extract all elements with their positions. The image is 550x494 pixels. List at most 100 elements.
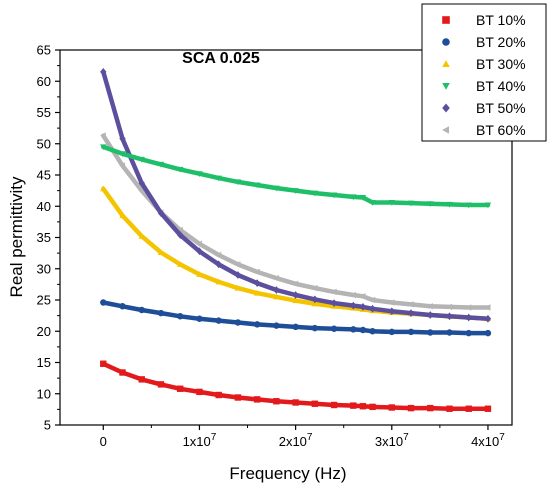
series-bt-20 xyxy=(100,299,492,337)
legend-marker-bt-30 xyxy=(442,60,450,68)
data-point-bt-50 xyxy=(427,311,434,319)
chart-title: SCA 0.025 xyxy=(182,50,260,67)
data-point-bt-40 xyxy=(157,161,165,168)
data-point-bt-30 xyxy=(196,271,203,277)
data-point-bt-20 xyxy=(388,328,395,336)
data-point-bt-10 xyxy=(196,388,203,396)
data-point-bt-30 xyxy=(234,284,242,291)
data-point-bt-50 xyxy=(119,134,126,143)
data-point-bt-60 xyxy=(292,280,299,287)
data-point-bt-10 xyxy=(100,360,107,367)
data-point-bt-20 xyxy=(465,329,472,337)
data-point-bt-40 xyxy=(234,179,242,186)
data-point-bt-50 xyxy=(177,231,184,239)
data-point-bt-20 xyxy=(350,326,357,333)
x-tick-label: 3x107 xyxy=(375,432,409,449)
data-point-bt-10 xyxy=(157,381,165,388)
legend-marker-bt-60 xyxy=(442,126,450,134)
data-point-bt-20 xyxy=(273,322,280,329)
legend-marker-bt-40 xyxy=(442,82,450,90)
y-tick-label: 50 xyxy=(37,136,51,151)
data-point-bt-40 xyxy=(196,171,203,177)
data-point-bt-20 xyxy=(484,329,492,337)
legend-item-bt-50: BT 50% xyxy=(442,100,526,116)
data-point-bt-30 xyxy=(157,249,165,256)
series-bt-40 xyxy=(100,144,492,209)
data-point-bt-40 xyxy=(119,151,126,157)
legend: BT 10% BT 20% BT 30% BT 40% BT 50% BT 60% xyxy=(421,3,547,142)
series-line-bt-40 xyxy=(101,144,491,208)
data-point-bt-40 xyxy=(350,194,357,201)
legend-label: BT 20% xyxy=(476,34,526,50)
data-point-bt-30 xyxy=(119,212,126,219)
data-point-bt-50 xyxy=(292,291,299,299)
data-point-bt-10 xyxy=(330,401,338,409)
data-point-bt-10 xyxy=(138,376,145,383)
data-point-bt-60 xyxy=(215,251,222,259)
data-point-bt-50 xyxy=(157,209,165,217)
data-point-bt-50 xyxy=(465,313,472,322)
series-line-bt-20 xyxy=(101,300,491,336)
data-point-bt-60 xyxy=(369,296,376,304)
data-point-bt-60 xyxy=(388,299,395,306)
data-point-bt-30 xyxy=(292,297,299,304)
data-point-bt-10 xyxy=(359,403,367,410)
y-tick-label: 35 xyxy=(37,230,51,245)
series-line-bt-10 xyxy=(101,361,491,412)
data-point-bt-60 xyxy=(350,291,356,299)
data-point-bt-50 xyxy=(484,314,492,323)
data-point-bt-60 xyxy=(330,288,337,296)
data-point-bt-10 xyxy=(407,404,415,412)
legend-label: BT 30% xyxy=(476,56,526,72)
y-tick-label: 55 xyxy=(37,105,51,120)
y-tick-label: 65 xyxy=(37,43,51,58)
data-point-bt-30 xyxy=(253,289,261,296)
data-point-bt-20 xyxy=(196,315,203,322)
data-point-bt-20 xyxy=(234,319,242,326)
data-point-bt-40 xyxy=(215,175,222,182)
data-point-bt-50 xyxy=(273,286,280,294)
data-point-bt-10 xyxy=(446,405,453,412)
y-tick-label: 15 xyxy=(37,355,51,370)
legend-item-bt-60: BT 60% xyxy=(442,122,526,138)
data-point-bt-10 xyxy=(350,402,357,409)
data-point-bt-60 xyxy=(100,132,106,139)
data-point-bt-20 xyxy=(369,328,376,335)
data-point-bt-40 xyxy=(369,199,376,206)
data-point-bt-60 xyxy=(253,268,260,276)
data-point-bt-60 xyxy=(311,284,318,292)
data-point-bt-40 xyxy=(446,201,453,208)
data-point-bt-60 xyxy=(484,304,491,311)
data-point-bt-50 xyxy=(407,309,415,317)
data-point-bt-30 xyxy=(215,278,222,285)
data-point-bt-20 xyxy=(330,325,338,332)
data-point-bt-40 xyxy=(427,201,434,207)
legend-item-bt-30: BT 30% xyxy=(442,56,526,72)
data-point-bt-20 xyxy=(359,326,367,334)
x-axis-title: Frequency (Hz) xyxy=(229,464,346,483)
data-point-bt-10 xyxy=(177,385,184,392)
data-point-bt-20 xyxy=(253,321,261,328)
series-bt-50 xyxy=(100,68,492,323)
legend-marker-bt-50 xyxy=(442,103,450,113)
data-point-bt-60 xyxy=(359,293,366,300)
data-point-bt-40 xyxy=(138,156,145,163)
data-point-bt-40 xyxy=(359,194,367,201)
y-tick-label: 5 xyxy=(44,418,51,433)
data-point-bt-20 xyxy=(177,313,184,320)
series-line-bt-60 xyxy=(101,133,491,310)
data-point-bt-50 xyxy=(100,68,107,76)
data-point-bt-40 xyxy=(177,166,184,173)
data-point-bt-40 xyxy=(407,200,415,207)
data-point-bt-20 xyxy=(157,309,165,317)
y-tick-label: 10 xyxy=(37,386,51,401)
legend-items: BT 10% BT 20% BT 30% BT 40% BT 50% BT 60% xyxy=(442,12,526,138)
data-point-bt-50 xyxy=(330,299,338,307)
ticks-layer xyxy=(55,49,489,430)
data-point-bt-20 xyxy=(446,329,453,336)
data-point-bt-30 xyxy=(311,300,319,307)
series-layer xyxy=(100,68,492,412)
data-point-bt-30 xyxy=(100,185,107,192)
data-point-bt-60 xyxy=(196,240,203,247)
legend-item-bt-40: BT 40% xyxy=(442,78,526,94)
